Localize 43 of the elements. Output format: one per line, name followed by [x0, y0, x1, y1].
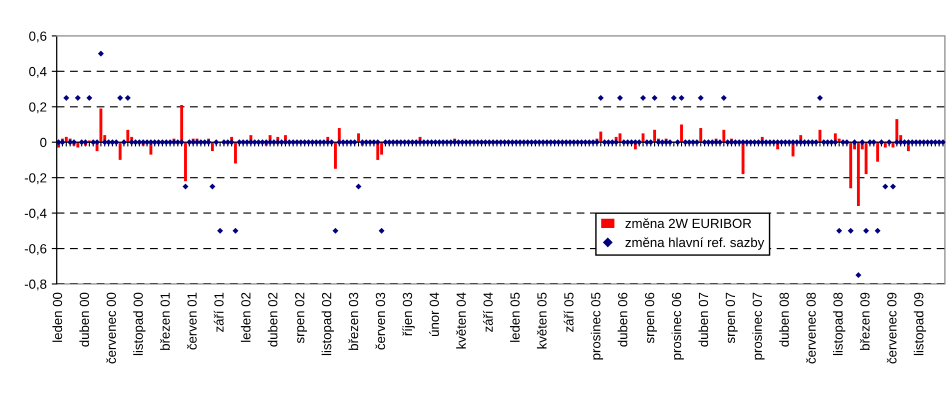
x-tick-label: únor 04 — [429, 292, 439, 336]
x-tick-label: duben 06 — [618, 292, 628, 347]
y-tick-label: 0,4 — [29, 66, 47, 78]
x-tick-label: červen 03 — [375, 292, 386, 350]
x-tick-label: srpen 06 — [644, 292, 657, 344]
y-tick-label: -0,2 — [24, 173, 46, 184]
y-tick-label: 0,6 — [29, 31, 46, 42]
x-tick-label: březen 03 — [348, 292, 358, 350]
x-tick-label: leden 05 — [510, 292, 520, 342]
x-tick-label: březen 01 — [160, 292, 170, 350]
x-tick-label: říjen 03 — [402, 292, 415, 336]
x-tick-label: srpen 07 — [726, 292, 738, 344]
x-tick-label: duben 08 — [779, 292, 789, 347]
x-tick-label: červen 01 — [186, 292, 197, 350]
x-tick-label: září 05 — [564, 292, 574, 332]
x-tick-label: prosinec 05 — [590, 292, 604, 360]
x-tick-label: září 01 — [214, 292, 224, 332]
y-tick-label: -0,8 — [24, 280, 46, 290]
x-tick-label: červenec 08 — [806, 292, 816, 364]
x-tick-label: červenec 09 — [886, 292, 897, 364]
x-tick-label: červenec 00 — [106, 292, 116, 364]
x-tick-label: leden 00 — [52, 292, 62, 342]
x-tick-label: duben 02 — [268, 292, 278, 347]
legend-label: změna hlavní ref. sazby — [625, 237, 764, 250]
x-tick-label: březen 09 — [860, 292, 870, 350]
x-tick-label: duben 07 — [698, 292, 708, 347]
y-tick-label: 0,2 — [29, 102, 46, 114]
x-tick-label: listopad 00 — [133, 292, 146, 356]
y-tick-label: -0,6 — [24, 244, 46, 255]
x-tick-label: listopad 02 — [322, 292, 334, 356]
x-tick-label: září 04 — [482, 292, 493, 332]
x-tick-label: listopad 09 — [914, 292, 926, 356]
x-tick-label: leden 02 — [240, 292, 251, 342]
x-tick-label: duben 00 — [79, 292, 90, 347]
x-tick-label: srpen 02 — [295, 292, 307, 344]
x-tick-label: listopad 08 — [833, 292, 846, 356]
x-tick-label: květen 05 — [536, 292, 547, 348]
x-tick-label: prosinec 07 — [752, 292, 765, 360]
y-tick-label: -0,4 — [24, 208, 47, 220]
x-tick-label: prosinec 06 — [672, 292, 684, 360]
y-tick-label: 0 — [40, 138, 46, 148]
legend-label: změna 2W EURIBOR — [625, 218, 752, 228]
x-tick-label: květen 04 — [456, 292, 466, 348]
